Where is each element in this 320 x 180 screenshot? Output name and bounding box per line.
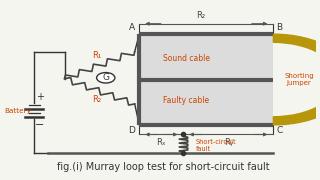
Text: D: D: [128, 126, 135, 135]
Wedge shape: [273, 34, 320, 125]
Text: +: +: [36, 92, 44, 102]
FancyBboxPatch shape: [139, 34, 273, 125]
Text: Battery: Battery: [4, 108, 31, 114]
Text: Faulty cable: Faulty cable: [163, 96, 209, 105]
Text: Sound cable: Sound cable: [163, 54, 210, 63]
Text: C: C: [276, 126, 283, 135]
Text: R₂: R₂: [92, 95, 101, 104]
Text: Shorting
Jumper: Shorting Jumper: [284, 73, 314, 86]
Text: Rᵧ: Rᵧ: [224, 138, 233, 147]
Text: Short-circuit
fault: Short-circuit fault: [196, 139, 236, 152]
Text: R₂: R₂: [196, 11, 205, 20]
Text: R₁: R₁: [92, 51, 101, 60]
Text: G: G: [102, 73, 109, 82]
Text: fig.(i) Murray loop test for short-circuit fault: fig.(i) Murray loop test for short-circu…: [57, 162, 270, 172]
Text: B: B: [276, 22, 283, 32]
Text: −: −: [35, 120, 44, 130]
Text: Rₓ: Rₓ: [156, 138, 166, 147]
Text: A: A: [129, 22, 135, 32]
Circle shape: [97, 73, 115, 83]
